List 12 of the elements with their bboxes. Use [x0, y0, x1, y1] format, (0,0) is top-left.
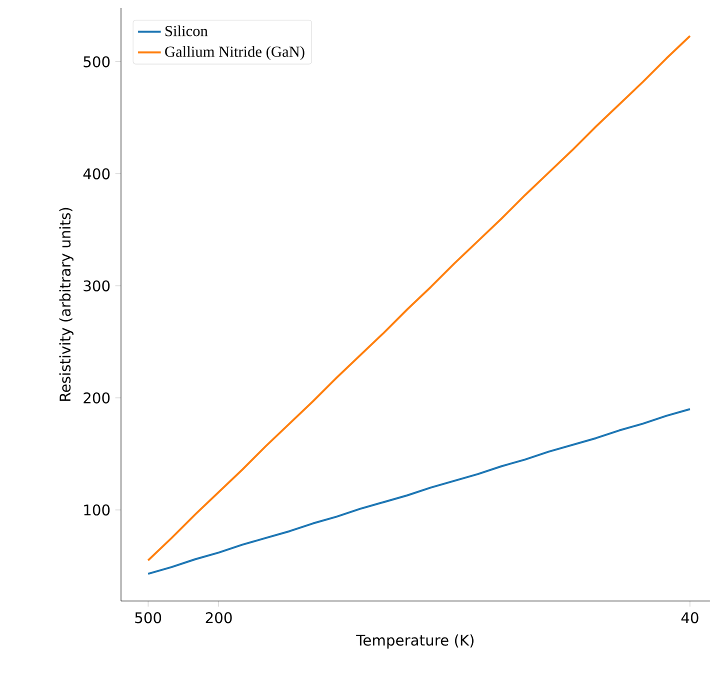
y-axis-title: Resistivity (arbitrary units) — [59, 208, 74, 401]
y-tick-label: 400 — [83, 168, 110, 180]
y-tick-label: 300 — [84, 280, 110, 292]
x-axis-title: Temperature (K) — [356, 634, 474, 649]
x-tick-label: 40 — [681, 612, 698, 624]
x-tick-label: 200 — [206, 612, 232, 624]
y-tick-label: 200 — [84, 392, 110, 404]
x-tick-label: 500 — [135, 612, 162, 624]
y-tick-label: 500 — [84, 56, 110, 68]
legend-label: Gallium Nitride (GaN) — [165, 46, 304, 60]
legend-label: Silicon — [166, 25, 208, 36]
y-tick-label: 100 — [84, 504, 110, 516]
